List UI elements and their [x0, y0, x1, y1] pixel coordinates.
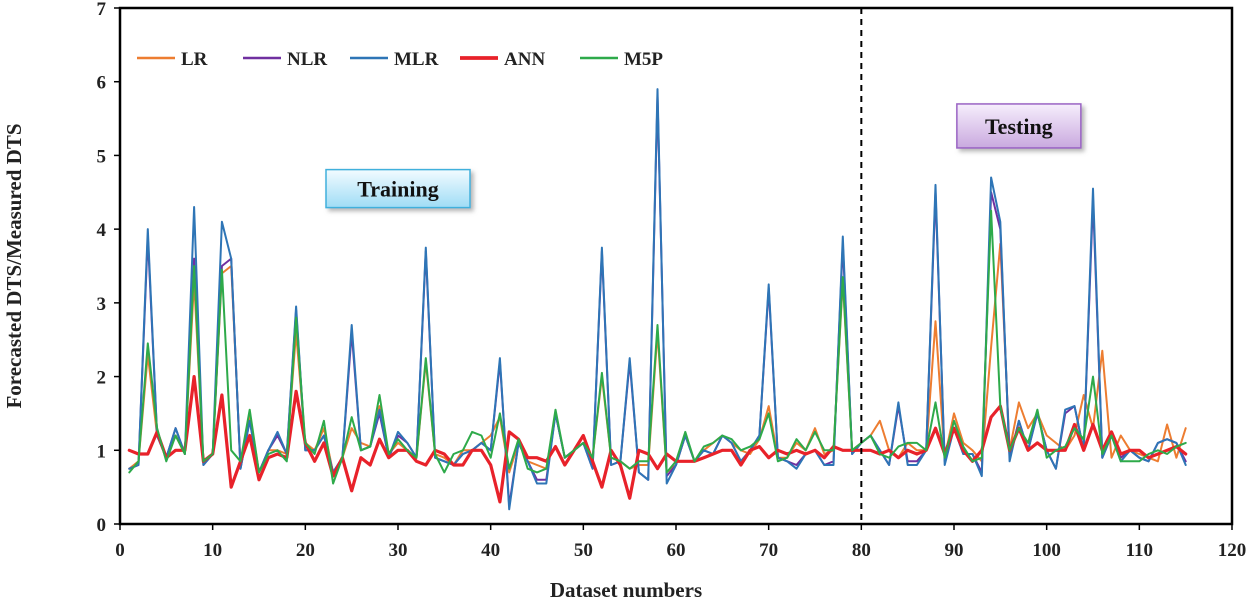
- x-tick-label: 50: [574, 540, 593, 561]
- legend-label-ann: ANN: [504, 49, 545, 70]
- y-axis-title: Forecasted DTS/Measured DTS: [2, 123, 26, 408]
- y-tick-label: 5: [97, 146, 107, 167]
- x-tick-label: 90: [945, 540, 964, 561]
- training-label: Training: [357, 177, 439, 202]
- legend-label-lr: LR: [181, 49, 208, 70]
- x-tick-label: 110: [1126, 540, 1153, 561]
- training-label-box: Training: [325, 168, 471, 209]
- x-tick-label: 20: [296, 540, 315, 561]
- y-tick-label: 6: [97, 73, 107, 94]
- x-tick-label: 70: [759, 540, 778, 561]
- x-tick-label: 0: [115, 540, 125, 561]
- y-tick-label: 3: [97, 294, 107, 315]
- x-tick-label: 60: [667, 540, 686, 561]
- x-axis-title: Dataset numbers: [550, 578, 702, 601]
- x-tick-label: 120: [1218, 540, 1247, 561]
- series-layer: [127, 88, 1188, 511]
- legend: LR NLR MLR ANN M5P: [137, 49, 663, 70]
- y-tick-label: 1: [97, 441, 107, 462]
- x-tick-label: 100: [1032, 540, 1061, 561]
- y-tick-label: 4: [97, 220, 107, 241]
- training-box-background: [325, 168, 471, 209]
- y-tick-label: 7: [97, 0, 107, 20]
- legend-label-mlr: MLR: [394, 49, 439, 70]
- legend-label-nlr: NLR: [287, 49, 327, 70]
- x-tick-label: 40: [481, 540, 500, 561]
- x-tick-label: 10: [203, 540, 222, 561]
- y-tick-label: 0: [97, 515, 107, 536]
- overlay-layer: LR NLR MLR ANN M5P Training Testing: [137, 8, 1082, 524]
- series-line-m5p: [128, 209, 1187, 485]
- x-tick-label: 30: [389, 540, 408, 561]
- y-tick-label: 2: [97, 368, 107, 389]
- x-tick-label: 80: [852, 540, 871, 561]
- series-line-mlr: [128, 88, 1187, 511]
- legend-label-m5p: M5P: [624, 49, 663, 70]
- testing-label-box: Testing: [956, 103, 1082, 149]
- testing-label: Testing: [985, 114, 1053, 139]
- testing-box-background: [956, 103, 1082, 149]
